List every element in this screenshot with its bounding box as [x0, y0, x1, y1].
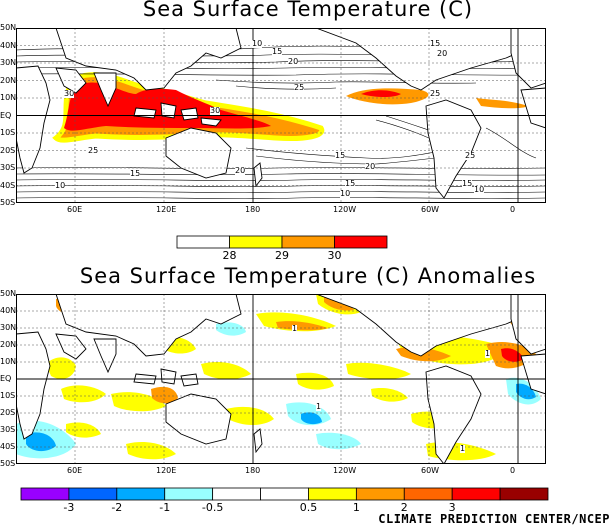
- legend-swatch: [281, 235, 335, 249]
- legend-swatch: [260, 487, 309, 501]
- contour-label: 15: [430, 39, 441, 48]
- legend-swatch: [403, 487, 453, 501]
- lon-tick-label: 120E: [156, 205, 177, 214]
- contour-label: 20: [288, 57, 299, 66]
- lon-tick-label: 120W: [333, 466, 357, 475]
- legend-swatch: [212, 487, 261, 501]
- contour-label: 1: [316, 402, 322, 411]
- lon-tick-label: 120W: [333, 205, 357, 214]
- lat-tick-label: 40S: [0, 180, 16, 190]
- contour-label: 10: [474, 185, 485, 194]
- contour-label: 15: [130, 169, 141, 178]
- lat-tick-label: 20N: [0, 75, 17, 85]
- anomaly-map-title: Sea Surface Temperature (C) Anomalies: [79, 264, 537, 288]
- contour-label: 25: [88, 146, 99, 155]
- lat-tick-label: 10N: [0, 357, 17, 366]
- legend-label: 3: [449, 501, 456, 513]
- map-frame: [16, 294, 546, 464]
- sst-anomaly-map: [16, 294, 546, 464]
- legend-swatch: [451, 487, 501, 501]
- lat-tick-label: 10S: [0, 391, 16, 400]
- legend-label: 30: [328, 249, 342, 262]
- lon-tick-label: 60E: [67, 466, 83, 475]
- contour-label: 10: [340, 189, 351, 198]
- grid: [16, 28, 546, 203]
- land: [16, 294, 546, 464]
- lat-tick-label: 40N: [0, 40, 17, 50]
- lon-tick-label: 60W: [421, 466, 440, 475]
- top-map-title: Sea Surface Temperature (C): [142, 0, 474, 21]
- sst-legend: 28 29 30: [176, 235, 388, 262]
- contour-label: 20: [365, 162, 376, 171]
- contour-label: 1: [485, 349, 491, 358]
- contour-label: 10: [252, 39, 263, 48]
- lat-tick-label: 50S: [0, 198, 16, 207]
- legend-label: -2: [111, 501, 122, 513]
- legend-swatch: [308, 487, 357, 501]
- lat-tick-label: 50N: [0, 289, 17, 298]
- credit-text: CLIMATE PREDICTION CENTER/NCEP: [378, 512, 610, 526]
- legend-swatch: [20, 487, 70, 501]
- contour-label: 25: [465, 151, 476, 160]
- lat-tick-label: 40N: [0, 306, 17, 315]
- lon-tick-label: 60E: [67, 205, 83, 214]
- land: [16, 28, 546, 199]
- lat-tick-label: 10S: [0, 128, 16, 137]
- lon-tick-label: 180: [245, 205, 261, 214]
- lat-tick-label: 30S: [0, 163, 16, 172]
- grid: [16, 294, 546, 464]
- contour-label: 15: [462, 179, 473, 188]
- lat-tick-label: 30N: [0, 58, 17, 67]
- legend-swatch: [68, 487, 118, 501]
- lat-tick-label: 30N: [0, 323, 17, 332]
- contour-label: 15: [272, 47, 283, 56]
- legend-swatch: [176, 235, 230, 249]
- legend-swatch: [499, 487, 549, 501]
- legend-label: -1: [159, 501, 170, 513]
- contour-label: 15: [345, 179, 356, 188]
- lon-tick-label: 60W: [421, 205, 440, 214]
- lon-tick-label: 120E: [156, 466, 177, 475]
- legend-swatch: [164, 487, 214, 501]
- lat-tick-label: 50N: [0, 23, 17, 32]
- lat-tick-label: 50S: [0, 459, 16, 468]
- legend-label: 2: [401, 501, 408, 513]
- contour-label: 30: [210, 106, 221, 115]
- legend-swatch: [334, 235, 388, 249]
- lat-tick-label: EQ: [0, 374, 12, 383]
- legend-label: 28: [223, 249, 237, 262]
- legend-swatch: [229, 235, 283, 249]
- legend-label: -3: [63, 501, 74, 513]
- contour-label: 10: [55, 181, 66, 190]
- anomaly-legend: -3 -2 -1 -0.5 0.5 1 2 3: [20, 487, 549, 513]
- sst-map: [16, 28, 546, 203]
- lat-tick-label: 40S: [0, 442, 16, 451]
- lat-tick-label: 20S: [0, 408, 16, 417]
- legend-label: -0.5: [202, 501, 223, 513]
- legend-swatch: [355, 487, 405, 501]
- legend-label: 29: [275, 249, 289, 262]
- lon-tick-label: 180: [245, 466, 261, 475]
- lon-tick-label: 0: [510, 466, 516, 475]
- contour-label: 25: [294, 83, 305, 92]
- contour-label: 20: [437, 49, 448, 58]
- lat-tick-label: 20N: [0, 340, 17, 349]
- legend-swatch: [116, 487, 166, 501]
- lat-tick-label: 10N: [0, 93, 17, 102]
- contour-label: 25: [430, 89, 441, 98]
- contour-label: 15: [335, 151, 346, 160]
- lat-tick-label: 20S: [0, 145, 16, 155]
- lat-tick-label: EQ: [0, 110, 12, 120]
- map-frame: [16, 28, 546, 203]
- legend-label: 1: [353, 501, 360, 513]
- lon-tick-label: 0: [510, 205, 516, 214]
- lat-tick-label: 30S: [0, 425, 16, 434]
- legend-label: 0.5: [300, 501, 318, 513]
- contour-label: 20: [235, 166, 246, 175]
- contour-label: 30: [64, 89, 75, 98]
- contour-label: 1: [292, 324, 298, 333]
- contour-label: 1: [460, 444, 466, 453]
